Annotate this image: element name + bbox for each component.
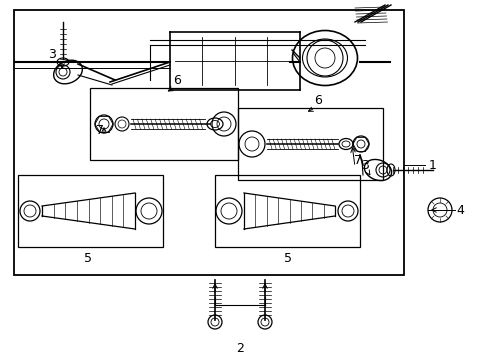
Bar	[90, 88, 238, 160]
Bar	[215, 175, 360, 247]
Text: 4: 4	[456, 203, 464, 216]
Bar	[18, 175, 163, 247]
Text: 2: 2	[236, 342, 244, 355]
Text: 6: 6	[314, 94, 322, 107]
Text: 6: 6	[173, 73, 181, 86]
Bar	[238, 108, 383, 180]
Text: 5: 5	[284, 252, 292, 265]
Text: 5: 5	[84, 252, 92, 265]
Bar	[14, 10, 404, 275]
Text: 3: 3	[48, 48, 56, 60]
Text: 3: 3	[361, 158, 369, 171]
Text: 1: 1	[429, 158, 437, 171]
Text: 7: 7	[96, 123, 104, 136]
Text: 7: 7	[354, 153, 362, 166]
